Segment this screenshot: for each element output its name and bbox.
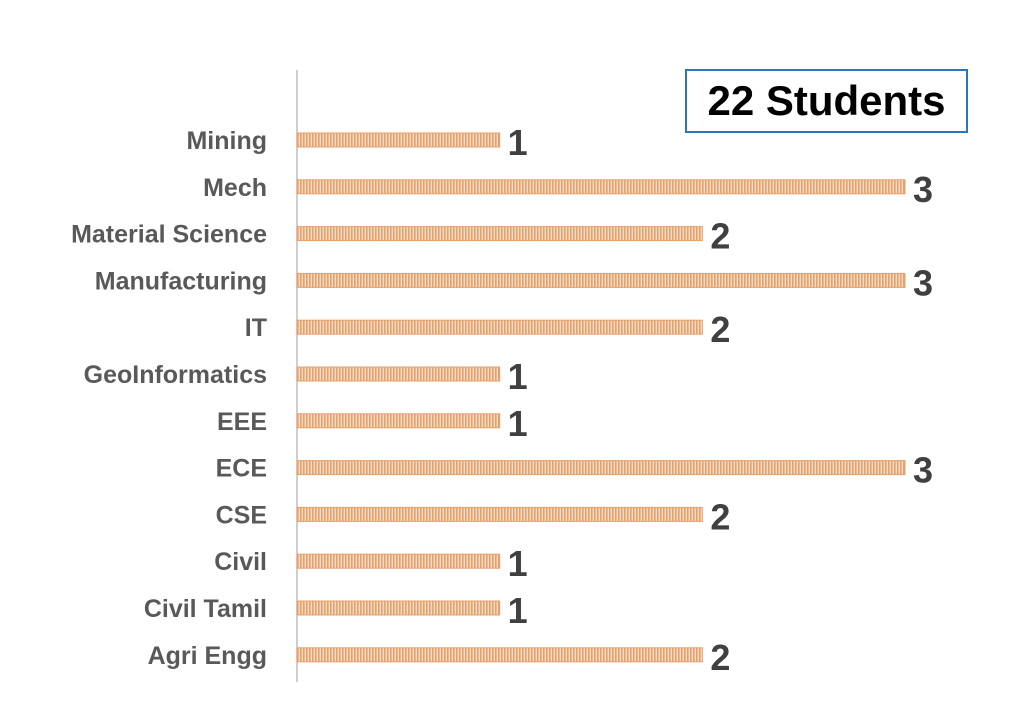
category-label: ECE [216,455,267,483]
bar-material-science [296,226,703,242]
category-label: Civil [214,548,267,576]
category-label: EEE [217,408,267,436]
category-label: Manufacturing [95,267,267,295]
bar-civil-tamil [296,600,501,616]
bar-cse [296,506,703,522]
data-label: 2 [710,216,730,257]
bar-ece [296,460,906,476]
data-label: 1 [508,356,528,397]
data-label: 1 [508,590,528,631]
data-label: 1 [508,122,528,163]
data-label: 2 [710,309,730,350]
bar-mining [296,132,501,148]
category-label: Mining [186,127,267,155]
data-label: 2 [710,637,730,678]
data-label: 3 [913,169,933,210]
category-label: IT [245,314,267,342]
category-label: Material Science [71,221,267,249]
bar-it [296,319,703,335]
bar-geoinformatics [296,366,501,382]
chart-title: 22 Students [685,69,968,133]
bar-agri-engg [296,647,703,663]
bars [296,132,906,663]
category-label: GeoInformatics [84,361,267,389]
bar-civil [296,553,501,569]
data-label: 1 [508,403,528,444]
bar-manufacturing [296,272,906,288]
data-label: 3 [913,262,933,303]
category-label: Agri Engg [148,642,267,670]
data-label: 2 [710,496,730,537]
data-labels: 1 3 2 3 2 1 1 3 2 1 1 2 [508,122,933,678]
category-label: CSE [216,501,267,529]
bar-mech [296,179,906,195]
data-label: 1 [508,543,528,584]
category-label: Civil Tamil [144,595,267,623]
bar-eee [296,413,501,429]
data-label: 3 [913,450,933,491]
category-label: Mech [203,174,267,202]
category-labels: Mining Mech Material Science Manufacturing I… [71,127,267,670]
